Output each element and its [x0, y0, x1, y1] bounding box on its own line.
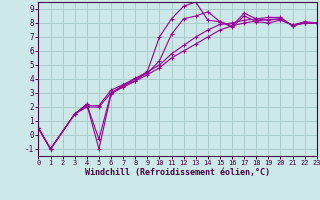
X-axis label: Windchill (Refroidissement éolien,°C): Windchill (Refroidissement éolien,°C) [85, 168, 270, 177]
